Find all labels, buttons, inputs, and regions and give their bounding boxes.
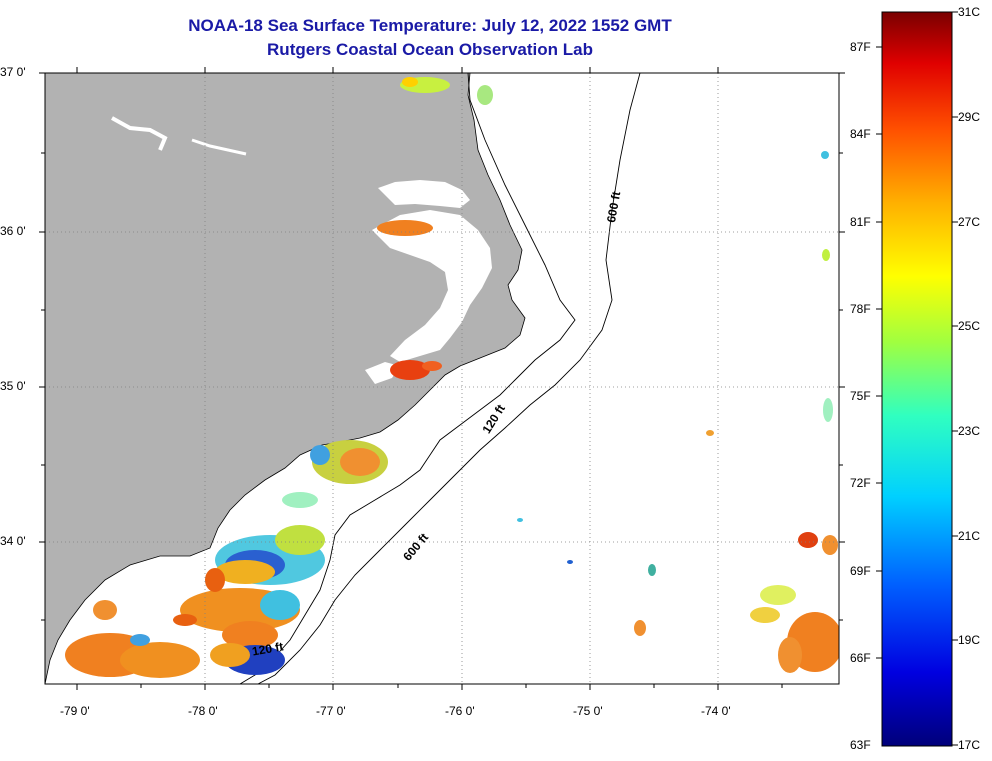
colorbar-c-29: 29C [958,110,981,124]
albemarle-sound [378,180,470,208]
colorbar-f-84: 84F [850,127,871,141]
lat-label-35: 35 0' [0,379,26,393]
colorbar-c-23: 23C [958,424,981,438]
colorbar-c-25: 25C [958,319,981,333]
colorbar-f-72: 72F [850,476,871,490]
color-bar-ticks [876,11,958,746]
axis-ticks [39,67,845,690]
colorbar-f-66: 66F [850,651,871,665]
colorbar-f-63: 63F [850,738,871,752]
lat-label-36: 36 0' [0,224,26,238]
lon-label-76: -76 0' [445,704,475,718]
lon-label-74: -74 0' [701,704,731,718]
colorbar-f-78: 78F [850,302,871,316]
lat-label-34: 34 0' [0,534,26,548]
isobath-600ft [257,73,641,684]
isobath-120ft [239,73,576,684]
colorbar-c-19: 19C [958,633,981,647]
colorbar-c-17: 17C [958,738,981,752]
lon-label-78: -78 0' [188,704,218,718]
lon-label-75: -75 0' [573,704,603,718]
lon-label-79: -79 0' [60,704,90,718]
pamlico-sound [372,210,492,362]
colorbar-f-81: 81F [850,215,871,229]
colorbar-f-75: 75F [850,389,871,403]
lon-label-77: -77 0' [316,704,346,718]
map-subtitle: Rutgers Coastal Ocean Observation Lab [267,40,593,59]
colorbar-f-87: 87F [850,40,871,54]
colorbar-c-31: 31C [958,5,981,19]
colorbar-f-69: 69F [850,564,871,578]
colorbar-c-27: 27C [958,215,981,229]
grid-lines [45,73,839,684]
map-title: NOAA-18 Sea Surface Temperature: July 12… [188,16,672,35]
inland-river-2 [191,138,247,156]
color-bar [881,11,953,747]
inland-river-1 [111,116,168,151]
map-border [44,72,840,685]
colorbar-c-21: 21C [958,529,981,543]
sst-patches [65,77,839,678]
lat-label-37: 37 0' [0,65,26,79]
